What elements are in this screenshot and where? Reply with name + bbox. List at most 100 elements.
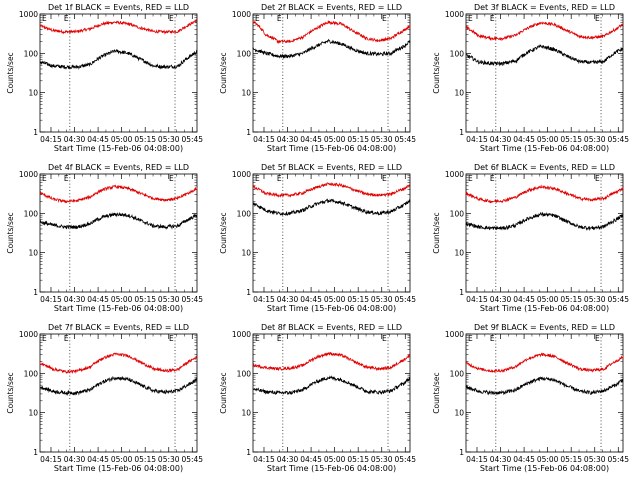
plot-frame [465,333,624,453]
y-axis-label: Counts/sec [432,212,441,253]
x-tick-label: 05:45 [607,455,629,464]
y-tick-label: 1 [33,288,38,297]
event-marker-label: E [255,334,260,343]
lld-series-line [252,351,411,372]
x-tick-label: 04:15 [466,295,488,304]
lld-series-line [465,352,624,374]
event-marker-label: E [595,334,600,343]
x-tick-label: 04:45 [300,135,322,144]
event-marker-label: E [255,14,260,23]
x-tick-label: 04:45 [300,295,322,304]
x-tick-label: 04:30 [277,295,299,304]
x-tick-label: 05:45 [181,455,203,464]
panel-title: Det 2f BLACK = Events, RED = LLD [261,3,402,12]
panel-det-5: Det 5f BLACK = Events, RED = LLD 1 10 100 10… [219,163,416,313]
x-tick-label: 05:45 [607,295,629,304]
x-tick-label: 05:00 [537,295,559,304]
events-series-line [39,375,198,397]
panel-det-7: Det 7f BLACK = Events, RED = LLD 1 10 100 10… [6,323,203,473]
lld-series-line [252,182,411,198]
x-tick-label: 05:15 [134,295,156,304]
y-tick-label: 100 [450,209,465,218]
events-series-line [252,38,411,59]
event-marker-label: E [64,334,69,343]
x-tick-label: 05:00 [111,295,133,304]
x-tick-label: 05:30 [371,455,393,464]
y-axis-label: Counts/sec [432,52,441,93]
y-tick-label: 1 [459,128,464,137]
x-tick-label: 05:45 [394,455,416,464]
x-tick-label: 04:15 [253,455,275,464]
y-tick-label: 1 [459,448,464,457]
x-tick-label: 05:15 [560,455,582,464]
y-tick-label: 100 [24,49,39,58]
y-tick-label: 100 [237,49,252,58]
x-tick-label: 05:30 [371,295,393,304]
y-tick-label: 1000 [19,330,38,339]
y-axis-label: Counts/sec [219,212,228,253]
lld-series-line [252,19,411,45]
x-tick-label: 04:15 [40,295,62,304]
x-tick-label: 04:30 [277,455,299,464]
x-tick-label: 04:45 [87,455,109,464]
y-axis-label: Counts/sec [6,212,15,253]
y-axis-label: Counts/sec [432,372,441,413]
event-marker-label: E [595,14,600,23]
event-marker-label: E [468,14,473,23]
x-tick-label: 05:00 [324,295,346,304]
event-marker-label: E [169,174,174,183]
x-tick-label: 05:00 [324,135,346,144]
x-tick-label: 04:45 [300,455,322,464]
event-marker-label: E [255,174,260,183]
x-tick-label: 04:45 [513,455,535,464]
x-tick-label: 04:15 [253,135,275,144]
x-tick-label: 04:30 [490,295,512,304]
plot-frame [465,13,624,133]
y-tick-label: 10 [28,89,38,98]
panel-title: Det 7f BLACK = Events, RED = LLD [48,323,189,332]
event-marker-label: E [42,14,47,23]
y-tick-label: 1000 [445,170,464,179]
plot-frame [39,13,198,133]
x-tick-label: 05:00 [111,455,133,464]
y-tick-label: 1000 [19,10,38,19]
event-marker-label: E [468,334,473,343]
x-tick-label: 05:15 [560,135,582,144]
x-tick-label: 05:00 [324,455,346,464]
panel-det-8: Det 8f BLACK = Events, RED = LLD 1 10 100 10… [219,323,416,473]
y-tick-label: 1 [459,288,464,297]
x-tick-label: 04:30 [64,455,86,464]
y-tick-label: 1000 [232,330,251,339]
x-tick-label: 05:30 [158,455,180,464]
y-tick-label: 1000 [19,170,38,179]
plot-frame [252,173,411,293]
x-tick-label: 05:45 [181,135,203,144]
events-series-line [39,49,198,70]
x-tick-label: 05:45 [181,295,203,304]
x-tick-label: 04:15 [40,455,62,464]
y-tick-label: 10 [454,249,464,258]
event-marker-label: E [277,14,282,23]
plot-frame [252,333,411,453]
x-axis-label: Start Time (15-Feb-06 04:08:00) [480,304,609,313]
event-marker-label: E [595,174,600,183]
y-tick-label: 1000 [232,10,251,19]
y-tick-label: 1 [246,288,251,297]
event-marker-label: E [169,14,174,23]
panel-title: Det 9f BLACK = Events, RED = LLD [474,323,615,332]
x-tick-label: 05:30 [158,135,180,144]
x-tick-label: 04:15 [40,135,62,144]
y-axis-label: Counts/sec [6,372,15,413]
y-tick-label: 1000 [445,10,464,19]
panel-det-4: Det 4f BLACK = Events, RED = LLD 1 10 100 10… [6,163,203,313]
event-marker-label: E [64,174,69,183]
events-series-line [252,198,411,217]
event-marker-label: E [277,334,282,343]
lld-series-line [465,184,624,204]
event-marker-label: E [42,174,47,183]
lld-series-line [39,18,198,35]
event-marker-label: E [382,14,387,23]
y-tick-label: 1 [33,448,38,457]
lld-series-line [39,352,198,374]
